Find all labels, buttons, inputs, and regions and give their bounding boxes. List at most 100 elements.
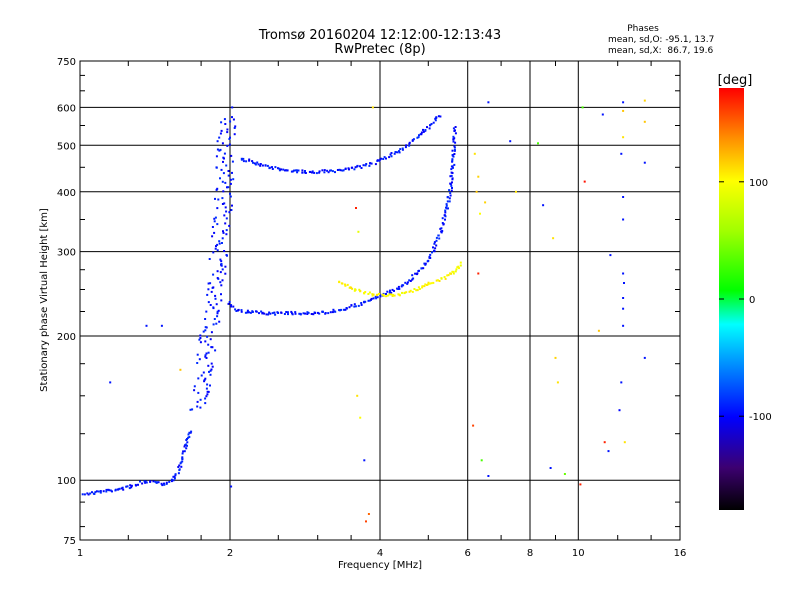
echo-point bbox=[477, 272, 480, 275]
echo-point bbox=[255, 310, 257, 313]
echo-point bbox=[226, 144, 229, 147]
echo-point bbox=[207, 351, 210, 354]
echo-point bbox=[81, 493, 84, 496]
echo-point bbox=[432, 281, 435, 284]
echo-point bbox=[450, 165, 453, 168]
echo-point bbox=[440, 227, 443, 230]
echo-point bbox=[242, 160, 245, 163]
echo-point bbox=[257, 163, 260, 166]
echo-point bbox=[295, 169, 298, 172]
echo-point bbox=[220, 263, 223, 265]
echo-point bbox=[231, 106, 234, 109]
echo-point bbox=[427, 259, 430, 262]
echo-point bbox=[581, 106, 584, 109]
echo-point bbox=[218, 320, 221, 323]
echo-point bbox=[130, 486, 133, 489]
echo-point bbox=[453, 145, 456, 148]
echo-point bbox=[622, 109, 625, 112]
echo-point bbox=[416, 136, 419, 139]
echo-point bbox=[230, 209, 233, 211]
echo-point bbox=[161, 484, 164, 487]
echo-point bbox=[603, 441, 606, 444]
echo-point bbox=[220, 129, 223, 132]
echo-point bbox=[222, 230, 224, 233]
echo-point bbox=[450, 184, 453, 187]
echo-point bbox=[225, 229, 228, 232]
echo-point bbox=[268, 167, 271, 170]
echo-point bbox=[388, 291, 391, 294]
echo-point bbox=[189, 431, 192, 434]
echo-point bbox=[211, 226, 214, 228]
echo-point bbox=[453, 137, 456, 140]
x-tick-label: 16 bbox=[674, 548, 687, 559]
echo-point bbox=[212, 323, 215, 326]
echo-point bbox=[228, 143, 231, 146]
echo-point bbox=[225, 217, 228, 220]
echo-point bbox=[198, 358, 201, 361]
echo-point bbox=[221, 268, 224, 271]
echo-point bbox=[273, 311, 276, 314]
echo-point bbox=[137, 483, 139, 486]
echo-point bbox=[221, 203, 224, 205]
echo-point bbox=[240, 158, 243, 161]
echo-point bbox=[216, 249, 219, 252]
echo-point bbox=[130, 484, 133, 487]
echo-point bbox=[411, 274, 414, 277]
echo-point bbox=[321, 169, 324, 172]
echo-point bbox=[160, 324, 163, 327]
echo-point bbox=[452, 270, 455, 273]
echo-point bbox=[451, 177, 454, 180]
echo-point bbox=[390, 291, 393, 294]
echo-point bbox=[259, 164, 262, 167]
echo-point bbox=[210, 331, 213, 334]
echo-point bbox=[542, 204, 545, 207]
echo-point bbox=[438, 237, 441, 240]
echo-point bbox=[126, 485, 129, 488]
echo-point bbox=[424, 129, 427, 131]
echo-point bbox=[283, 313, 286, 315]
echo-point bbox=[398, 151, 401, 154]
echo-point bbox=[86, 492, 89, 495]
x-tick-label: 2 bbox=[227, 548, 233, 559]
echo-point bbox=[442, 223, 445, 226]
echo-point bbox=[367, 513, 370, 515]
echo-point bbox=[230, 485, 233, 488]
echo-point bbox=[452, 140, 455, 143]
echo-point bbox=[390, 155, 393, 158]
echo-point bbox=[219, 132, 222, 135]
echo-point bbox=[181, 456, 184, 459]
colorbar-tick-label: -100 bbox=[749, 412, 772, 423]
echo-point bbox=[211, 365, 214, 368]
echo-point bbox=[451, 270, 454, 273]
echo-point bbox=[439, 227, 442, 230]
echo-point bbox=[376, 159, 379, 162]
echo-point bbox=[213, 231, 216, 234]
echo-point bbox=[265, 313, 268, 316]
echo-point bbox=[299, 312, 302, 315]
echo-point bbox=[406, 282, 409, 285]
echo-point bbox=[302, 312, 305, 315]
echo-point bbox=[197, 391, 200, 394]
echo-point bbox=[207, 390, 210, 393]
echo-point bbox=[157, 481, 160, 484]
echo-point bbox=[294, 311, 297, 314]
echo-point bbox=[259, 163, 262, 165]
echo-point bbox=[424, 283, 427, 286]
echo-point bbox=[428, 255, 431, 258]
echo-point bbox=[356, 394, 359, 397]
echo-point bbox=[225, 233, 228, 236]
x-tick-label: 8 bbox=[527, 548, 533, 559]
echo-point bbox=[452, 127, 455, 130]
echo-point bbox=[405, 291, 408, 294]
echo-point bbox=[383, 156, 386, 159]
echo-point bbox=[455, 268, 458, 271]
echo-point bbox=[444, 211, 447, 214]
echo-point bbox=[152, 480, 155, 483]
echo-point bbox=[340, 308, 342, 311]
echo-point bbox=[477, 175, 480, 178]
echo-point bbox=[622, 272, 625, 275]
echo-point bbox=[404, 281, 407, 284]
echo-point bbox=[365, 163, 368, 165]
echo-point bbox=[125, 485, 128, 488]
echo-point bbox=[360, 303, 363, 306]
